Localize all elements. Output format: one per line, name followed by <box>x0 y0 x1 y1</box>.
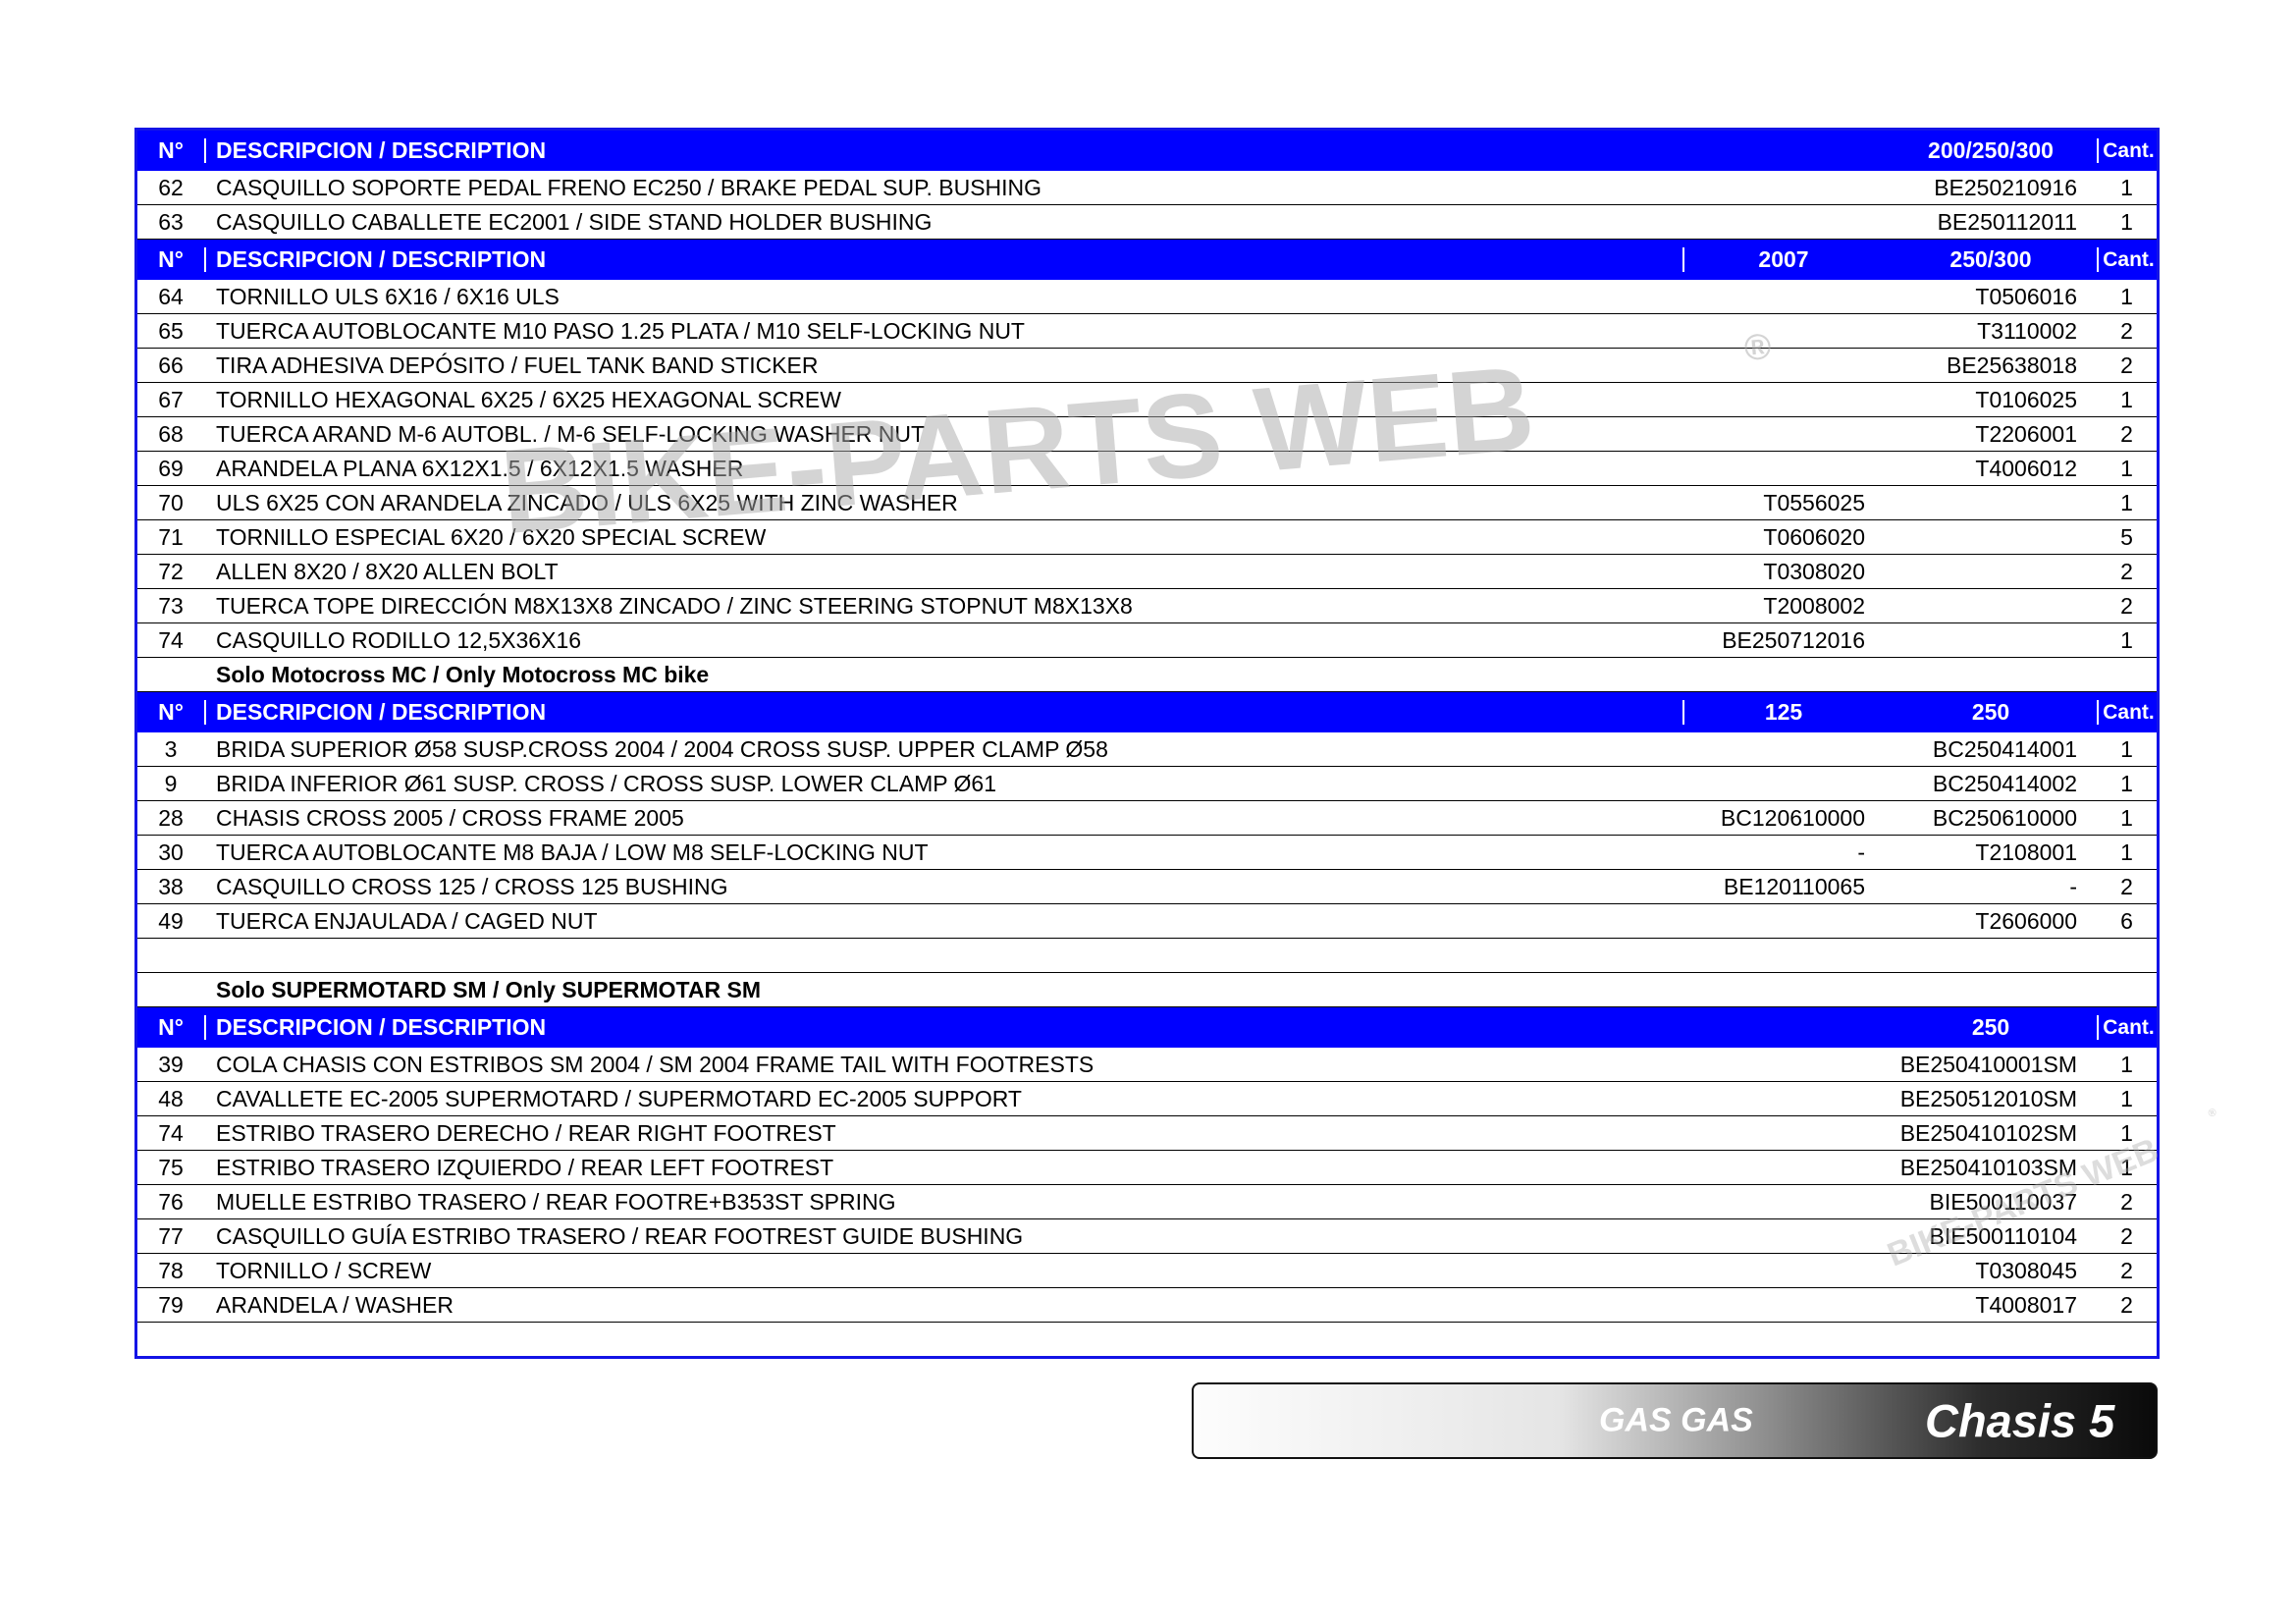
svg-text:®: ® <box>2207 1107 2218 1120</box>
